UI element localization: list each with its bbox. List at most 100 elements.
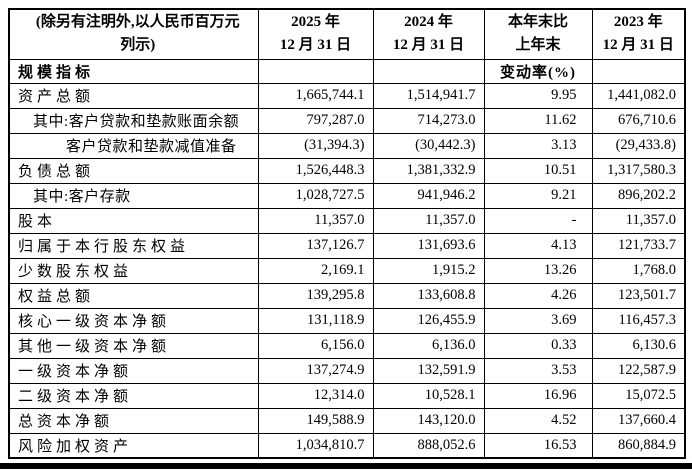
amount-value: 2,169.1	[257, 257, 374, 284]
amount-value: 6,130.6	[591, 332, 686, 359]
amount-value: 133,608.8	[372, 282, 485, 309]
table-header-row: (除另有注明外,以人民币百万元 列示) 2025 年 12 月 31 日 202…	[8, 8, 686, 60]
row-label: 核心一级资本净额	[8, 307, 259, 334]
bottom-divider-bar	[0, 463, 692, 469]
col-header-change: 本年末比 上年末	[483, 8, 593, 60]
amount-value: 941,946.2	[372, 182, 485, 209]
amount-value: 122,587.9	[591, 357, 686, 384]
amount-value: 1,514,941.7	[372, 82, 485, 109]
table-row: 资产总额 1,665,744.1 1,514,941.7 9.95 1,441,082.…	[8, 82, 686, 109]
amount-value: 137,126.7	[257, 232, 374, 259]
change-rate-value: 3.69	[483, 307, 593, 334]
amount-value: 12,314.0	[257, 382, 374, 409]
empty-cell	[372, 58, 485, 84]
amount-value: 11,357.0	[591, 207, 686, 234]
col-header-2024-year: 2024 年	[404, 14, 453, 31]
section-header-row: 规模指标 变动率(%)	[8, 58, 686, 84]
amount-value: 131,118.9	[257, 307, 374, 334]
change-rate-value: 16.96	[483, 382, 593, 409]
amount-value: 15,072.5	[591, 382, 686, 409]
change-rate-value: 16.53	[483, 432, 593, 459]
units-note-header: (除另有注明外,以人民币百万元 列示)	[8, 8, 259, 60]
amount-value: 1,915.2	[372, 257, 485, 284]
amount-value: (30,442.3)	[372, 132, 485, 159]
table-row: 核心一级资本净额 131,118.9 126,455.9 3.69 116,457.3	[8, 307, 686, 334]
amount-value: 860,884.9	[591, 432, 686, 459]
col-header-change-line1: 本年末比	[507, 14, 568, 31]
table-body: 资产总额 1,665,744.1 1,514,941.7 9.95 1,441,082.…	[8, 82, 686, 459]
amount-value: 139,295.8	[257, 282, 374, 309]
col-header-2023-year: 2023 年	[613, 14, 663, 31]
change-rate-value: 3.53	[483, 357, 593, 384]
amount-value: 1,768.0	[591, 257, 686, 284]
amount-value: (29,433.8)	[591, 132, 686, 159]
change-rate-value: 4.52	[483, 407, 593, 434]
change-rate-header: 变动率(%)	[483, 58, 593, 84]
table-row: 权益总额 139,295.8 133,608.8 4.26 123,501.7	[8, 282, 686, 309]
row-label: 归属于本行股东权益	[8, 232, 259, 259]
table-row: 少数股东权益 2,169.1 1,915.2 13.26 1,768.0	[8, 257, 686, 284]
row-label: 风险加权资产	[8, 432, 259, 459]
row-label: 少数股东权益	[8, 257, 259, 284]
row-label: 其中:客户贷款和垫款账面余额	[8, 107, 259, 134]
amount-value: 714,273.0	[372, 107, 485, 134]
amount-value: 1,034,810.7	[257, 432, 374, 459]
amount-value: 137,274.9	[257, 357, 374, 384]
row-label: 一级资本净额	[8, 357, 259, 384]
table-row: 其他一级资本净额 6,156.0 6,136.0 0.33 6,130.6	[8, 332, 686, 359]
col-header-2025-date: 12 月 31 日	[279, 37, 352, 54]
amount-value: 121,733.7	[591, 232, 686, 259]
row-label: 负债总额	[8, 157, 259, 184]
table-row: 其中:客户贷款和垫款账面余额 797,287.0 714,273.0 11.62 676…	[8, 107, 686, 134]
table-row: 股本 11,357.0 11,357.0-11,357.0	[8, 207, 686, 234]
col-header-2023-date: 12 月 31 日	[602, 37, 674, 54]
table-row: 负债总额 1,526,448.3 1,381,332.9 10.51 1,317,580…	[8, 157, 686, 184]
amount-value: (31,394.3)	[257, 132, 374, 159]
amount-value: 1,028,727.5	[257, 182, 374, 209]
change-rate-value: 4.13	[483, 232, 593, 259]
amount-value: 149,588.9	[257, 407, 374, 434]
col-header-2024-date: 12 月 31 日	[392, 37, 465, 54]
amount-value: 6,136.0	[372, 332, 485, 359]
amount-value: 123,501.7	[591, 282, 686, 309]
empty-cell	[257, 58, 374, 84]
amount-value: 888,052.6	[372, 432, 485, 459]
col-header-2025: 2025 年 12 月 31 日	[257, 8, 374, 60]
change-rate-value: 0.33	[483, 332, 593, 359]
amount-value: 10,528.1	[372, 382, 485, 409]
change-rate-value: 4.26	[483, 282, 593, 309]
amount-value: 126,455.9	[372, 307, 485, 334]
change-rate-value: 13.26	[483, 257, 593, 284]
change-rate-value: 9.21	[483, 182, 593, 209]
col-header-2024: 2024 年 12 月 31 日	[372, 8, 485, 60]
amount-value: 11,357.0	[257, 207, 374, 234]
row-label: 资产总额	[8, 82, 259, 109]
change-rate-value: 11.62	[483, 107, 593, 134]
change-rate-value: 3.13	[483, 132, 593, 159]
row-label: 股本	[8, 207, 259, 234]
row-label: 其中:客户存款	[8, 182, 259, 209]
row-label: 权益总额	[8, 282, 259, 309]
table-row: 总资本净额 149,588.9 143,120.0 4.52 137,660.4	[8, 407, 686, 434]
table-row: 客户贷款和垫款减值准备 (31,394.3) (30,442.3) 3.13 (29,4…	[8, 132, 686, 159]
change-rate-value: 9.95	[483, 82, 593, 109]
amount-value: 116,457.3	[591, 307, 686, 334]
row-label: 总资本净额	[8, 407, 259, 434]
amount-value: 137,660.4	[591, 407, 686, 434]
amount-value: 797,287.0	[257, 107, 374, 134]
amount-value: 1,317,580.3	[591, 157, 686, 184]
row-label: 客户贷款和垫款减值准备	[8, 132, 259, 159]
amount-value: 132,591.9	[372, 357, 485, 384]
amount-value: 143,120.0	[372, 407, 485, 434]
amount-value: 6,156.0	[257, 332, 374, 359]
table-row: 二级资本净额 12,314.0 10,528.1 16.96 15,072.5	[8, 382, 686, 409]
amount-value: 1,665,744.1	[257, 82, 374, 109]
table-row: 归属于本行股东权益 137,126.7 131,693.6 4.13 121,733.7	[8, 232, 686, 259]
amount-value: 896,202.2	[591, 182, 686, 209]
change-rate-value: -	[483, 207, 593, 234]
empty-cell	[591, 58, 686, 84]
col-header-2023: 2023 年 12 月 31 日	[591, 8, 686, 60]
amount-value: 1,526,448.3	[257, 157, 374, 184]
amount-value: 11,357.0	[372, 207, 485, 234]
